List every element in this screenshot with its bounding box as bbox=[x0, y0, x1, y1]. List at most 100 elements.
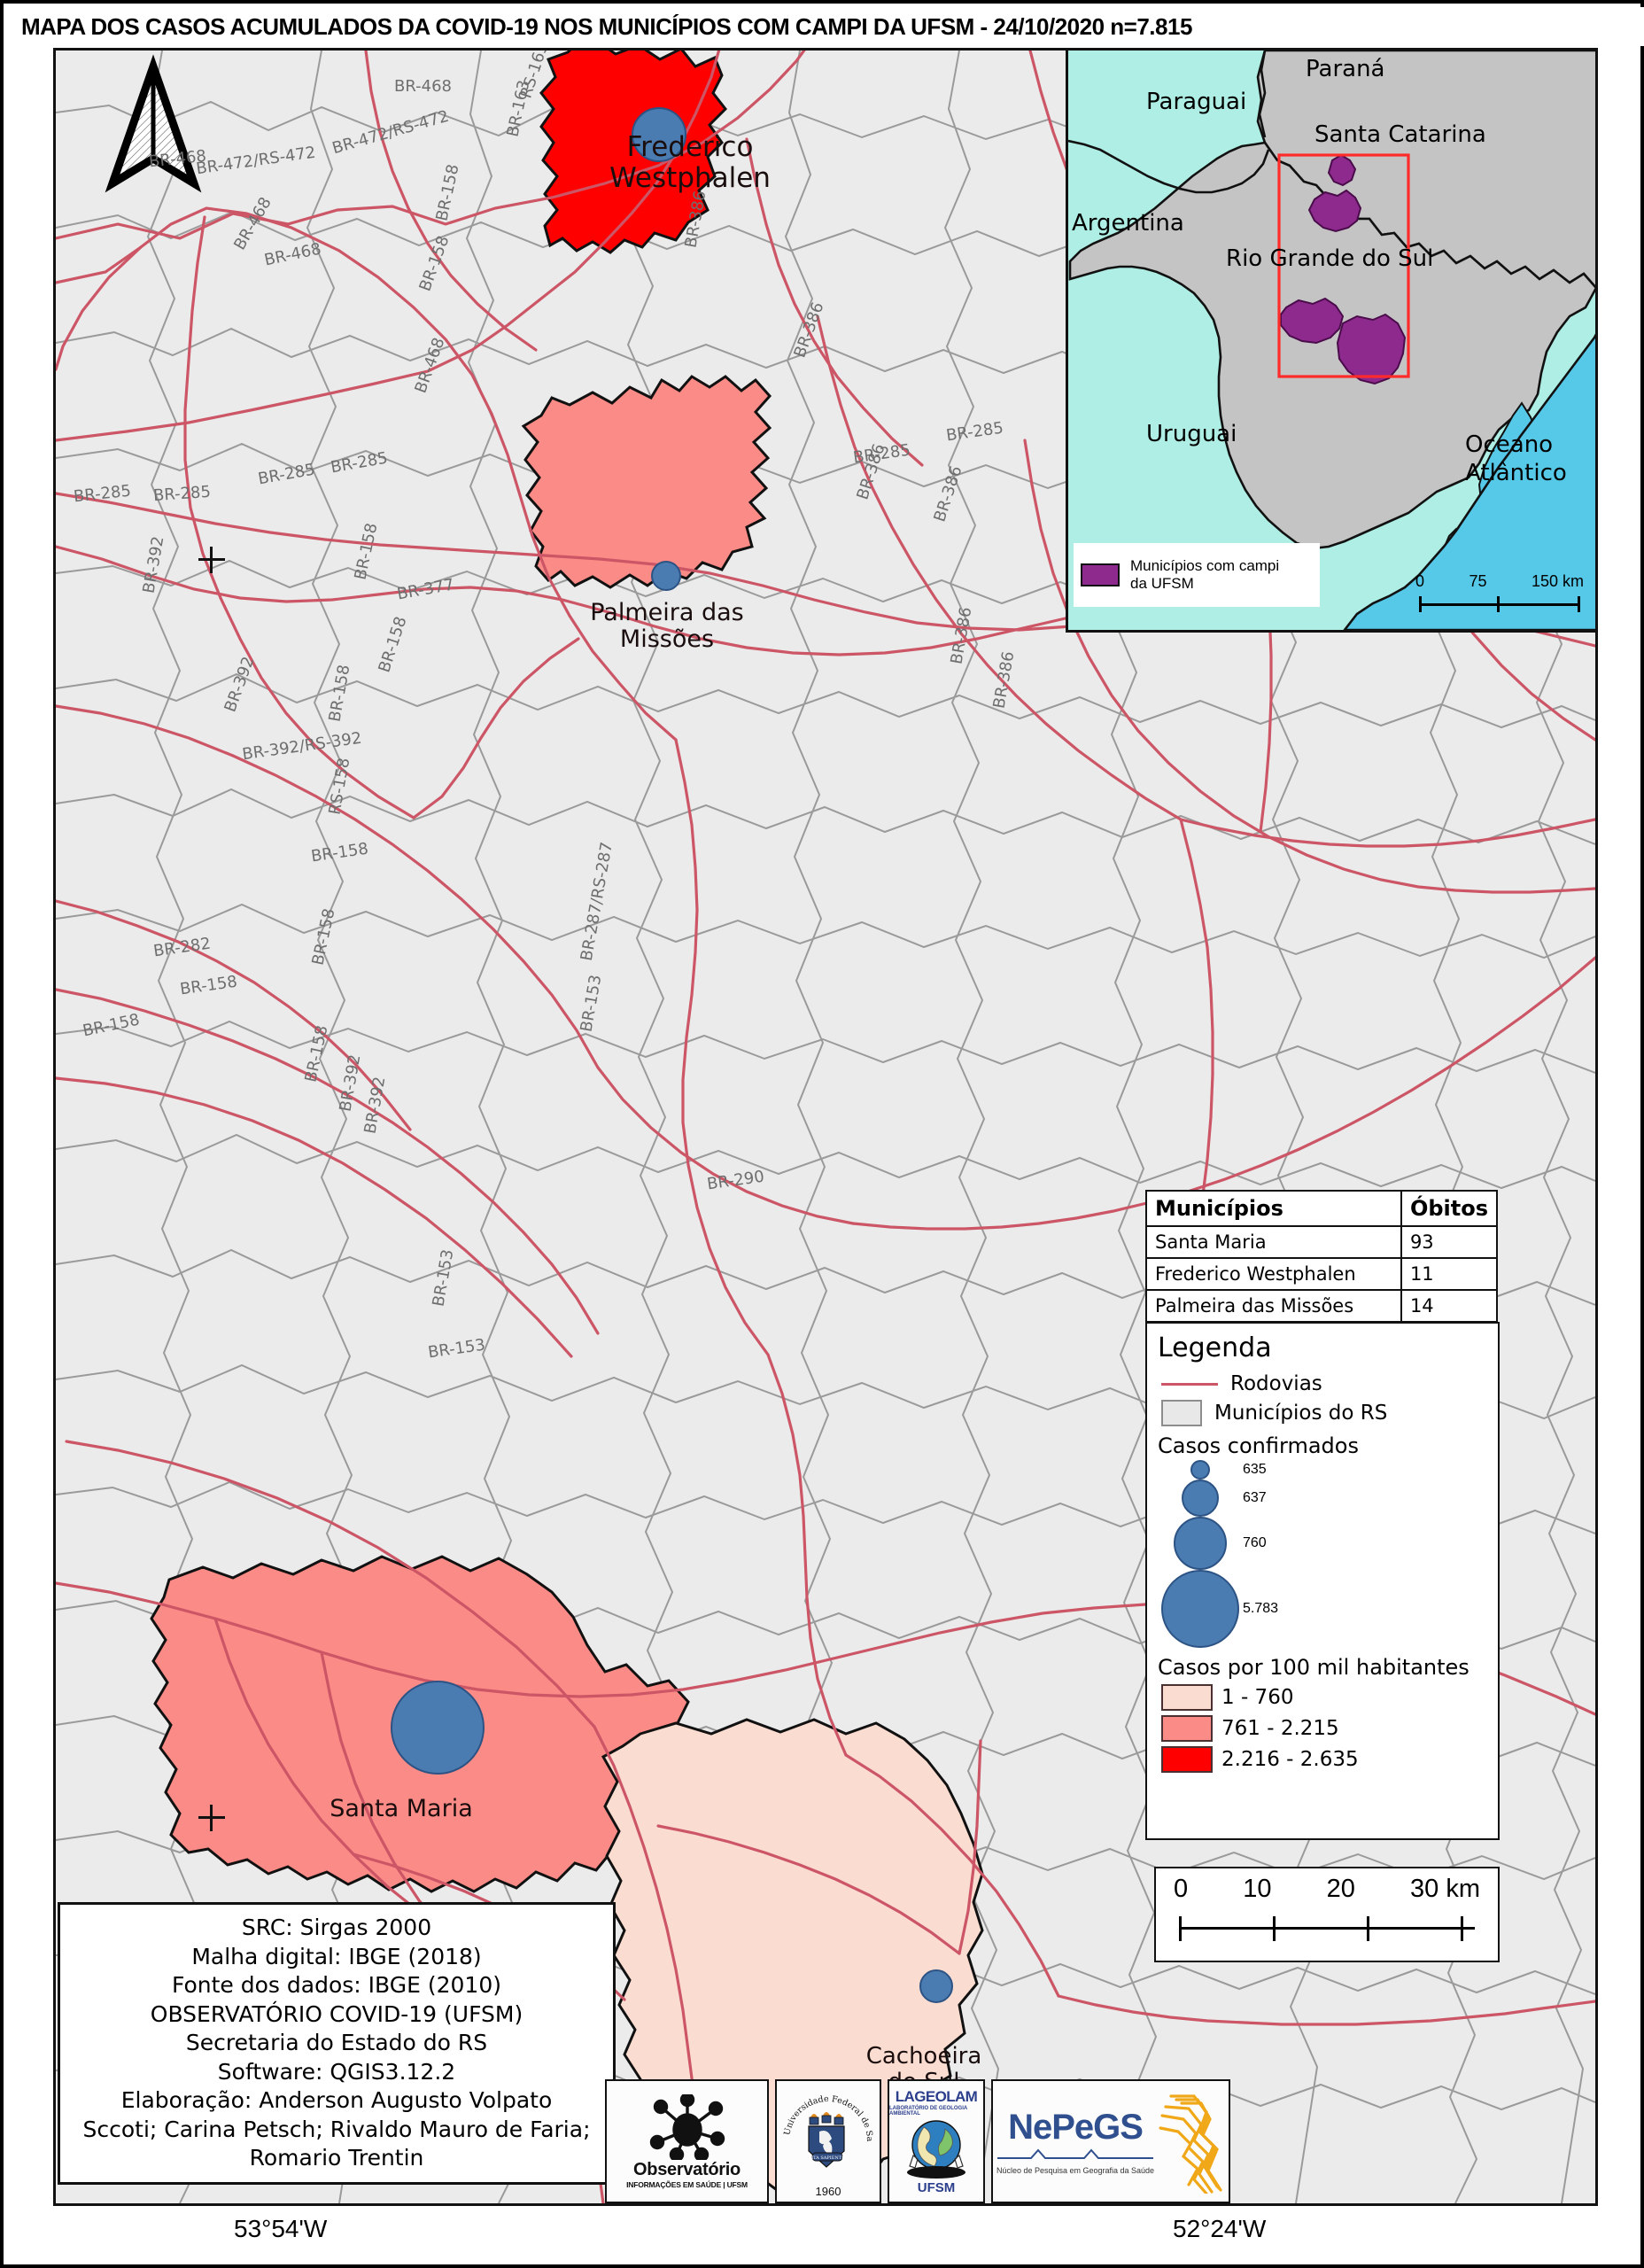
legend-class-label: 1 - 760 bbox=[1221, 1686, 1294, 1709]
main-map[interactable]: Frederico Westphalen Palmeira das Missões … bbox=[53, 48, 1598, 2206]
legend-circle-value: 635 bbox=[1243, 1462, 1267, 1477]
legend-title: Legenda bbox=[1158, 1332, 1272, 1363]
legend-class-item: 1 - 760 bbox=[1161, 1684, 1487, 1711]
legend-circle-symbol bbox=[1190, 1460, 1210, 1480]
table-header-row: Municípios Óbitos bbox=[1145, 1190, 1499, 1227]
scale-tick-30: 30 km bbox=[1410, 1875, 1480, 1903]
logo-strip: Observatório INFORMAÇÕES EM SAÚDE | UFSM… bbox=[605, 2079, 1230, 2203]
legend-class-label: 761 - 2.215 bbox=[1221, 1717, 1339, 1740]
circle-cachoeira-do-sul bbox=[919, 1969, 953, 2003]
municipio-polygon-swatch bbox=[1161, 1400, 1202, 1426]
inset-place-label: Atlântico bbox=[1465, 460, 1567, 486]
cell-obitos: 14 bbox=[1400, 1289, 1499, 1323]
legend-class-label: 2.216 - 2.635 bbox=[1221, 1748, 1359, 1771]
scale-tick-10: 10 bbox=[1243, 1875, 1272, 1903]
logo-nepegs-name: NePeGS bbox=[1008, 2108, 1144, 2147]
logo-observatorio: Observatório INFORMAÇÕES EM SAÚDE | UFSM bbox=[605, 2079, 769, 2203]
cell-municipio: Palmeira das Missões bbox=[1145, 1289, 1402, 1323]
inset-legend-label-line2: da UFSM bbox=[1130, 575, 1194, 592]
legend-class-item: 2.216 - 2.635 bbox=[1161, 1746, 1487, 1773]
credits-line: Elaboração: Anderson Augusto Volpato bbox=[120, 2087, 553, 2113]
table-row: Frederico Westphalen 11 bbox=[1145, 1257, 1499, 1291]
logo-ufsm-year: 1960 bbox=[815, 2184, 841, 2198]
inset-legend-swatch-campi bbox=[1081, 563, 1120, 586]
logo-lageolam-bottom: UFSM bbox=[917, 2179, 956, 2195]
legend-label-municipios: Municípios do RS bbox=[1214, 1402, 1388, 1425]
scale-tick-0: 0 bbox=[1174, 1875, 1189, 1903]
legend-class-swatch bbox=[1161, 1684, 1213, 1711]
inset-place-label: Oceano bbox=[1465, 431, 1554, 458]
legend-circle-value: 637 bbox=[1243, 1490, 1267, 1505]
credits-line: SRC: Sirgas 2000 bbox=[241, 1915, 432, 1940]
credits-line: Malha digital: IBGE (2018) bbox=[191, 1943, 482, 1969]
legend-circle-item: 760 bbox=[1158, 1517, 1487, 1570]
inset-vector-layer bbox=[1068, 50, 1595, 630]
circle-santa-maria bbox=[391, 1681, 485, 1775]
legend-circle-list: 635 637 760 5.783 bbox=[1158, 1460, 1487, 1648]
ecg-line-icon bbox=[997, 2148, 1153, 2159]
legend-circle-item: 5.783 bbox=[1158, 1570, 1487, 1648]
globe-icon bbox=[907, 2119, 965, 2179]
table-header-municipios: Municípios bbox=[1145, 1190, 1402, 1227]
legend-circle-item: 635 bbox=[1158, 1460, 1487, 1480]
circle-palmeira-das-missoes bbox=[651, 561, 681, 591]
road-line-swatch bbox=[1161, 1382, 1218, 1386]
network-node-icon bbox=[649, 2093, 725, 2160]
inset-place-label: Rio Grande do Sul bbox=[1226, 245, 1434, 272]
logo-lageolam-name: LAGEOLAM bbox=[895, 2087, 978, 2105]
legend-panel: Legenda Rodovias Municípios do RS Casos … bbox=[1145, 1322, 1500, 1840]
page-title: MAPA DOS CASOS ACUMULADOS DA COVID-19 NO… bbox=[7, 7, 1644, 46]
cell-obitos: 93 bbox=[1400, 1225, 1499, 1259]
legend-class-item: 761 - 2.215 bbox=[1161, 1715, 1487, 1742]
inset-legend-label-line1: Municípios com campi bbox=[1130, 556, 1280, 574]
inset-legend: Municípios com campi da UFSM bbox=[1074, 543, 1320, 607]
credits-line: Software: QGIS3.12.2 bbox=[217, 2058, 456, 2085]
cell-municipio: Santa Maria bbox=[1145, 1225, 1402, 1259]
fingerprint-state-icon bbox=[1159, 2094, 1222, 2194]
municipio-palmeira-das-missoes bbox=[521, 375, 772, 589]
table-header-obitos: Óbitos bbox=[1400, 1190, 1499, 1227]
legend-class-swatch bbox=[1161, 1715, 1213, 1742]
legend-item-rodovias: Rodovias bbox=[1161, 1372, 1487, 1395]
inset-scale-tick-0: 0 bbox=[1415, 572, 1425, 590]
logo-nepegs-sub: Núcleo de Pesquisa em Geografia da Saúde bbox=[996, 2166, 1155, 2175]
ufsm-crest-icon: Universidade Federal de Santa Maria VITA… bbox=[780, 2085, 874, 2168]
legend-label-rodovias: Rodovias bbox=[1230, 1372, 1322, 1395]
inset-place-label: Paraguai bbox=[1146, 89, 1247, 115]
legend-circle-value: 760 bbox=[1243, 1535, 1267, 1550]
legend-circle-value: 5.783 bbox=[1243, 1601, 1279, 1616]
axis-label-longitude-5354w: 53°54'W bbox=[234, 2215, 328, 2242]
legend-circle-symbol bbox=[1182, 1480, 1219, 1517]
north-arrow bbox=[105, 54, 202, 193]
inset-place-label: Uruguai bbox=[1146, 421, 1237, 447]
svg-text:VITA SAPIENTIS: VITA SAPIENTIS bbox=[808, 2155, 848, 2161]
logo-observatorio-sub: INFORMAÇÕES EM SAÚDE | UFSM bbox=[626, 2179, 748, 2189]
inset-locator-map[interactable]: Paraná Paraguai Santa Catarina Argentina Rio… bbox=[1066, 50, 1595, 633]
scale-tick-20: 20 bbox=[1326, 1875, 1355, 1903]
legend-subtitle-casos-confirmados: Casos confirmados bbox=[1158, 1433, 1359, 1458]
inset-place-label: Argentina bbox=[1072, 210, 1184, 237]
legend-subtitle-casos-100mil: Casos por 100 mil habitantes bbox=[1158, 1655, 1470, 1680]
inset-locator-rectangle bbox=[1277, 153, 1410, 378]
table-row: Santa Maria 93 bbox=[1145, 1225, 1499, 1259]
inset-scale-tick-75: 75 bbox=[1469, 572, 1487, 590]
inset-scale-tick-150: 150 km bbox=[1531, 572, 1584, 590]
credits-box: SRC: Sirgas 2000 Malha digital: IBGE (201… bbox=[58, 1902, 616, 2185]
logo-lageolam: LAGEOLAM LABORATÓRIO DE GEOLOGIA AMBIENT… bbox=[888, 2079, 985, 2203]
legend-class-list: 1 - 760 761 - 2.215 2.216 - 2.635 bbox=[1158, 1684, 1487, 1773]
credits-line: Romario Trentin bbox=[249, 2145, 424, 2171]
legend-circle-symbol bbox=[1161, 1570, 1239, 1648]
credits-line: OBSERVATÓRIO COVID-19 (UFSM) bbox=[150, 2000, 523, 2027]
credits-line: Secretaria do Estado do RS bbox=[185, 2030, 488, 2055]
scale-bar: 0 10 20 30 km bbox=[1154, 1867, 1500, 1962]
legend-class-swatch bbox=[1161, 1746, 1213, 1773]
cell-municipio: Frederico Westphalen bbox=[1145, 1257, 1402, 1291]
legend-item-municipios: Municípios do RS bbox=[1161, 1400, 1487, 1426]
logo-lageolam-sub: LABORATÓRIO DE GEOLOGIA AMBIENTAL bbox=[889, 2105, 967, 2117]
cell-obitos: 11 bbox=[1400, 1257, 1499, 1291]
legend-circle-item: 637 bbox=[1158, 1480, 1487, 1517]
logo-nepegs: NePeGS Núcleo de Pesquisa em Geografia d… bbox=[991, 2079, 1230, 2203]
municipio-frederico-westphalen bbox=[539, 50, 727, 254]
legend-circle-symbol bbox=[1174, 1517, 1227, 1570]
